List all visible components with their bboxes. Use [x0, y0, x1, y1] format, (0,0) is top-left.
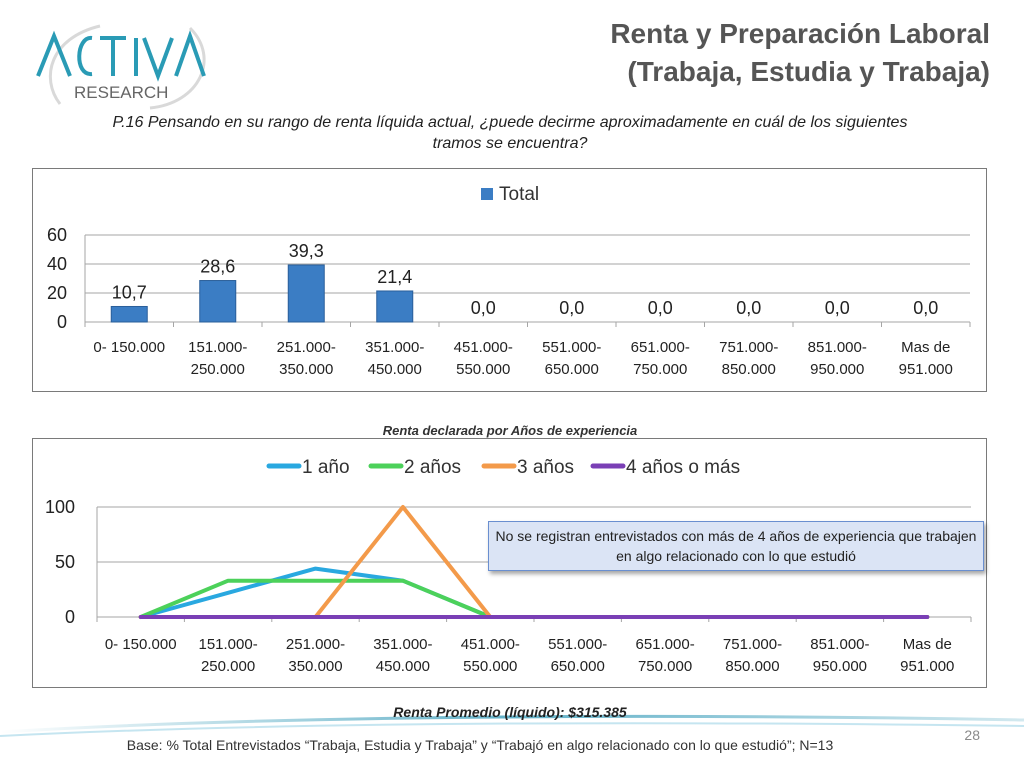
page-title-line2: (Trabaja, Estudia y Trabaja) [627, 56, 990, 87]
legend-label-total: Total [499, 184, 539, 205]
x-tick-label: 651.000- [631, 339, 690, 356]
x-tick-label: 951.000 [899, 361, 953, 378]
company-logo: RESEARCH [36, 24, 206, 110]
x-tick-label: 950.000 [813, 658, 867, 675]
bar-chart: Total 0 20 40 60 10,7 0- 150.000 28,6 151.000- 25… [47, 184, 971, 378]
bar [376, 290, 414, 323]
data-label: 10,7 [112, 282, 147, 302]
note-callout: No se registran entrevistados con más de… [488, 521, 984, 571]
y-tick-label: 50 [55, 552, 75, 572]
x-tick-label: 450.000 [368, 361, 422, 378]
data-label: 0,0 [471, 298, 496, 318]
x-tick-label: 450.000 [376, 658, 430, 675]
x-tick-label: 451.000- [461, 636, 520, 653]
x-tick-label: 351.000- [373, 636, 432, 653]
data-label: 0,0 [559, 298, 584, 318]
data-label: 21,4 [377, 267, 412, 287]
legend-label: 4 años o más [626, 457, 740, 478]
bar [110, 305, 148, 323]
x-tick-label: 950.000 [810, 361, 864, 378]
y-tick-label: 0 [57, 312, 67, 332]
legend-label: 1 año [302, 457, 350, 478]
series-line [138, 566, 930, 619]
x-tick-label: 651.000- [635, 636, 694, 653]
x-tick-label: 750.000 [633, 361, 687, 378]
footer-decoration [0, 714, 1024, 737]
data-label: 39,3 [289, 241, 324, 261]
x-tick-label: 750.000 [638, 658, 692, 675]
x-tick-label: Mas de [903, 636, 952, 653]
x-tick-label: 350.000 [288, 658, 342, 675]
x-tick-label: 0- 150.000 [105, 636, 177, 653]
y-tick-label: 40 [47, 254, 67, 274]
x-tick-label: 550.000 [463, 658, 517, 675]
y-tick-label: 60 [47, 225, 67, 245]
x-tick-label: Mas de [901, 339, 950, 356]
line-chart-caption: Renta declarada por Años de experiencia [382, 423, 638, 438]
x-tick-label: 350.000 [279, 361, 333, 378]
x-tick-label: 151.000- [188, 339, 247, 356]
x-tick-label: 0- 150.000 [93, 339, 165, 356]
base-footnote: Base: % Total Entrevistados “Trabaja, Es… [126, 737, 834, 753]
x-tick-label: 551.000- [548, 636, 607, 653]
page-title-line1: Renta y Preparación Laboral [610, 18, 990, 49]
logo-subtext: RESEARCH [74, 83, 168, 102]
y-tick-label: 20 [47, 283, 67, 303]
data-label: 0,0 [825, 298, 850, 318]
x-tick-label: 650.000 [551, 658, 605, 675]
x-tick-label: 251.000- [286, 636, 345, 653]
x-tick-label: 851.000- [808, 339, 867, 356]
data-label: 0,0 [913, 298, 938, 318]
x-tick-label: 551.000- [542, 339, 601, 356]
x-tick-label: 250.000 [191, 361, 245, 378]
x-tick-label: 951.000 [900, 658, 954, 675]
y-tick-label: 100 [45, 497, 75, 517]
x-tick-label: 151.000- [198, 636, 257, 653]
x-tick-label: 650.000 [545, 361, 599, 378]
average-income: Renta Promedio (líquido): $315.385 [393, 704, 627, 720]
x-tick-label: 850.000 [722, 361, 776, 378]
x-tick-label: 451.000- [454, 339, 513, 356]
bar [199, 280, 237, 323]
page-number: 28 [964, 727, 980, 743]
legend-swatch-total [481, 188, 493, 200]
x-tick-label: 250.000 [201, 658, 255, 675]
legend-label: 2 años [404, 457, 461, 478]
x-tick-label: 351.000- [365, 339, 424, 356]
legend-label: 3 años [517, 457, 574, 478]
data-label: 0,0 [648, 298, 673, 318]
bar [287, 264, 325, 323]
x-tick-label: 550.000 [456, 361, 510, 378]
data-label: 28,6 [200, 257, 235, 277]
x-tick-label: 751.000- [719, 339, 778, 356]
line-chart: 1 año 2 años 3 años 4 años o más 0 50 100 0- 15… [45, 457, 972, 675]
x-tick-label: 251.000- [277, 339, 336, 356]
x-tick-label: 851.000- [810, 636, 869, 653]
x-tick-label: 751.000- [723, 636, 782, 653]
y-tick-label: 0 [65, 607, 75, 627]
bar-chart-frame: Total 0 20 40 60 10,7 0- 150.000 28,6 151.000- 25… [32, 168, 987, 392]
survey-question: P.16 Pensando en su rango de renta líqui… [112, 114, 908, 152]
data-label: 0,0 [736, 298, 761, 318]
x-tick-label: 850.000 [725, 658, 779, 675]
